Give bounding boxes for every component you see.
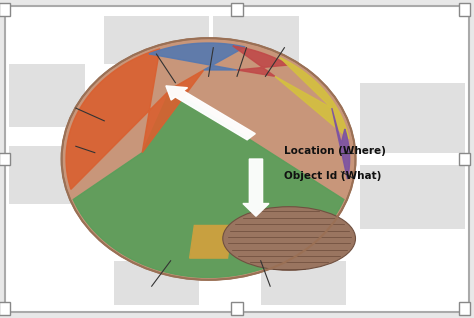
Polygon shape: [233, 46, 289, 76]
Text: Object Id (What): Object Id (What): [284, 171, 382, 182]
Polygon shape: [275, 58, 349, 139]
Bar: [459, 3, 470, 16]
Polygon shape: [190, 225, 232, 258]
FancyBboxPatch shape: [5, 6, 469, 312]
FancyBboxPatch shape: [261, 261, 346, 305]
Polygon shape: [332, 108, 350, 179]
FancyBboxPatch shape: [9, 146, 76, 204]
FancyBboxPatch shape: [360, 83, 465, 153]
FancyBboxPatch shape: [360, 165, 465, 229]
Text: Location (Where): Location (Where): [284, 146, 386, 156]
FancyBboxPatch shape: [114, 261, 199, 305]
Bar: [459, 153, 470, 165]
FancyBboxPatch shape: [104, 16, 209, 64]
Polygon shape: [66, 49, 204, 189]
Bar: [0, 153, 10, 165]
Ellipse shape: [223, 207, 356, 270]
FancyArrow shape: [243, 159, 269, 216]
Ellipse shape: [62, 38, 356, 280]
Bar: [231, 3, 243, 16]
FancyBboxPatch shape: [9, 64, 85, 127]
Bar: [459, 302, 470, 315]
Polygon shape: [73, 89, 344, 277]
FancyArrow shape: [166, 86, 255, 140]
Bar: [231, 302, 243, 315]
FancyBboxPatch shape: [213, 16, 299, 64]
Polygon shape: [149, 43, 245, 70]
Bar: [0, 302, 10, 315]
Bar: [0, 3, 10, 16]
